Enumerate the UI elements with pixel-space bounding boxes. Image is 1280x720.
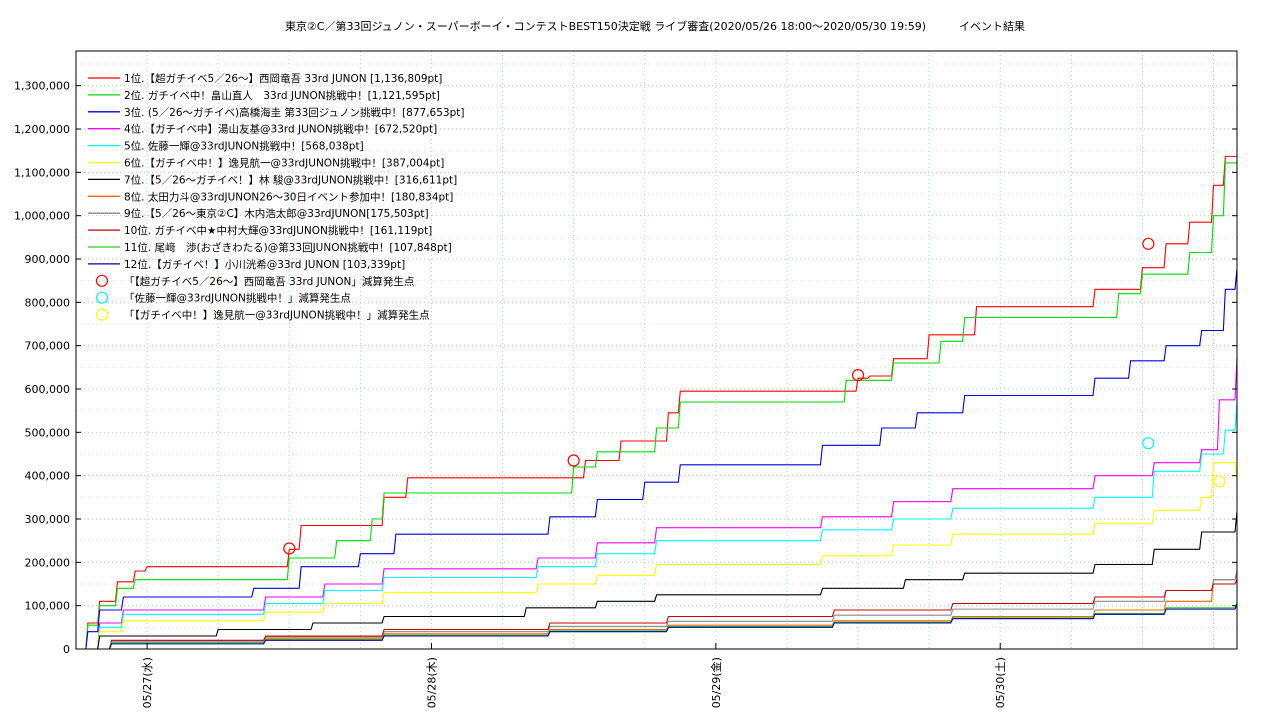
legend-entry: 10位. ガチイベ中★中村大輝@33rdJUNON挑戦中！[161,119pt] (124, 224, 432, 237)
legend-entry: 「佐藤一輝@33rdJUNON挑戦中！」減算発生点 (124, 292, 351, 305)
y-tick-label: 1,000,000 (14, 210, 70, 223)
series-line-11 (76, 602, 1238, 650)
series-layer (76, 155, 1238, 650)
x-tick-label: 05/27(水) (141, 657, 154, 708)
y-tick-label: 1,100,000 (14, 166, 70, 179)
series-line-6 (76, 462, 1238, 650)
legend-entry: 9位.【5／26〜東京②C】木内浩太郎@33rdJUNON[175,503pt] (124, 207, 429, 220)
legend-marker (95, 308, 109, 321)
legend-entry: 「【ガチイベ中！】逸見航一@33rdJUNON挑戦中！」減算発生点 (124, 309, 430, 322)
y-tick-label: 700,000 (25, 340, 71, 353)
marker-layer (283, 237, 1226, 555)
marker-point-1 (851, 369, 865, 382)
y-tick-label: 1,200,000 (14, 123, 70, 136)
legend-entry: 2位. ガチイベ中！畠山直人 33rd JUNON挑戦中！[1,121,595p… (124, 89, 440, 102)
marker-point-1 (567, 454, 580, 467)
legend-entry: 1位.【超ガチイベ5／26〜】西岡竜吾 33rd JUNON [1,136,80… (124, 72, 442, 85)
legend: 1位.【超ガチイベ5／26〜】西岡竜吾 33rd JUNON [1,136,80… (88, 72, 464, 322)
legend-entry: 11位. 尾﨑 渉(おざきわたる)@第33回JUNON挑戦中！[107,848p… (124, 241, 452, 254)
y-tick-label: 300,000 (25, 513, 71, 526)
series-line-4 (76, 357, 1238, 650)
y-tick-label: 900,000 (25, 253, 71, 266)
x-tick-label: 05/28(木) (425, 657, 438, 708)
legend-marker (95, 274, 109, 287)
y-tick-label: 200,000 (25, 556, 71, 569)
series-line-12 (76, 604, 1238, 650)
legend-entry: 12位.【ガチイベ！】小川洸希@33rd JUNON [103,339pt] (124, 258, 405, 271)
marker-point-3 (1213, 475, 1226, 488)
y-tick-label: 1,300,000 (14, 80, 70, 93)
legend-entry: 5位. 佐藤一輝@33rdJUNON挑戦中！[568,038pt] (124, 140, 364, 153)
legend-marker (95, 291, 109, 304)
y-tick-label: 400,000 (25, 470, 71, 483)
marker-point-2 (1142, 437, 1155, 450)
legend-entry: 「【超ガチイベ5／26〜】西岡竜吾 33rd JUNON」減算発生点 (124, 275, 414, 288)
legend-entry: 3位. (5／26〜ガチイベ)高橋海圭 第33回ジュノン挑戦中！[877,653… (124, 106, 464, 119)
axis-labels: 0 100,000 200,000 300,000 400,000 500,000 600,… (14, 80, 1237, 708)
y-tick-label: 800,000 (25, 296, 71, 309)
series-line-7 (76, 511, 1238, 650)
legend-entry: 4位.【ガチイベ中】湯山友基@33rd JUNON挑戦中！[672,520pt] (124, 123, 437, 136)
x-tick-label: 05/29(金) (709, 657, 723, 708)
chart-title: 東京②C／第33回ジュノン・スーパーボーイ・コンテストBEST150決定戦 ライ… (285, 19, 1025, 33)
series-line-3 (76, 268, 1238, 650)
legend-entry: 6位.【ガチイベ中！】逸見航一@33rdJUNON挑戦中！[387,004pt] (124, 157, 444, 170)
grid (76, 51, 1237, 650)
series-line-5 (76, 402, 1238, 650)
x-tick-label: 05/30(土) (994, 657, 1007, 708)
legend-entry: 8位. 太田力斗@33rdJUNON26〜30日イベント参加中！[180,834… (124, 190, 453, 203)
y-tick-label: 0 (63, 643, 70, 656)
series-line-1 (76, 155, 1237, 650)
marker-point-1 (283, 542, 296, 555)
marker-point-1 (1142, 237, 1155, 250)
y-tick-label: 600,000 (25, 383, 71, 396)
series-line-10 (76, 578, 1238, 650)
y-tick-label: 100,000 (25, 600, 71, 613)
plot-frame (75, 50, 1238, 650)
series-line-2 (76, 162, 1237, 650)
legend-entry: 7位.【5／26〜ガチイベ！】林 駿@33rdJUNON挑戦中！[316,611… (124, 173, 457, 186)
y-tick-label: 500,000 (25, 426, 71, 439)
